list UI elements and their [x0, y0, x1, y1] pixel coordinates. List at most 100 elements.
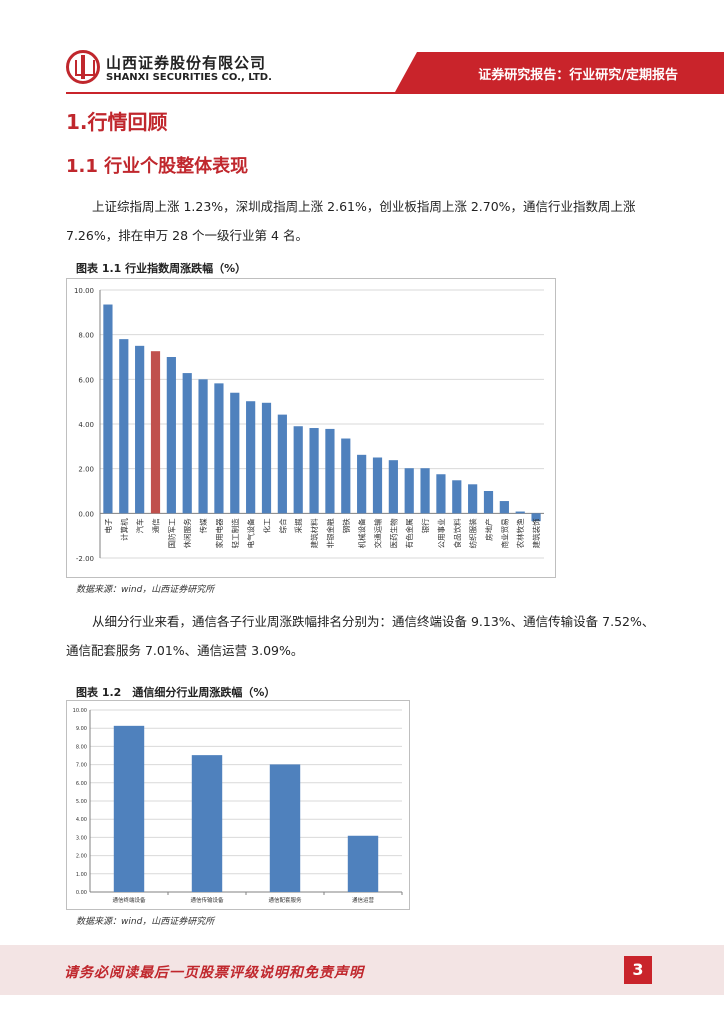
chart-2-y-tick-label: 6.00 [76, 781, 87, 787]
chart-1-frame [66, 278, 556, 578]
paragraph-market-summary: 上证综指周上涨 1.23%，深圳成指周上涨 2.61%，创业板指周上涨 2.70… [66, 192, 666, 250]
chart-1-bar-20 [420, 468, 430, 514]
chart-1-x-tick-label: 食品饮料 [452, 518, 462, 548]
chart-1-x-tick-label: 电气设备 [246, 518, 256, 548]
chart-1-x-tick-label: 家用电器 [214, 518, 224, 548]
chart-2-x-tick-label: 通信传输设备 [190, 896, 224, 904]
chart-2-x-tick-label: 通信配套服务 [268, 896, 302, 904]
chart-1-bar-0 [103, 304, 113, 514]
chart-2-y-tick-label: 3.00 [76, 835, 87, 841]
chart-1-bar-23 [468, 484, 478, 514]
chart-1-x-tick-label: 汽车 [135, 518, 145, 533]
chart-1-x-tick-label: 通信 [151, 518, 161, 533]
chart-1-x-tick-label: 纺织服装 [468, 518, 478, 548]
chart-1-bar-1 [119, 339, 129, 514]
chart-1-y-tick-label: 0.00 [78, 510, 94, 518]
chart-2-y-tick-label: 5.00 [76, 799, 87, 805]
page-number: 3 [624, 956, 652, 984]
chart-2-y-tick-label: 10.00 [73, 708, 87, 714]
chart-1-bar-2 [135, 345, 145, 514]
chart-1-x-tick-label: 采掘 [293, 518, 303, 533]
chart-2-y-tick-label: 7.00 [76, 763, 87, 769]
chart-1-bar-7 [214, 383, 224, 514]
chart-1-bar-21 [436, 474, 446, 514]
chart-2-y-tick-label: 9.00 [76, 726, 87, 732]
chart-1-x-tick-label: 传媒 [198, 518, 208, 533]
chart-1-bar-13 [309, 428, 319, 514]
figure-1-title: 图表 1.1 行业指数周涨跌幅（%） [76, 262, 247, 275]
chart-1-x-tick-label: 公用事业 [436, 518, 446, 548]
chart-2-y-tick-label: 8.00 [76, 744, 87, 750]
paragraph-subindustry: 从细分行业来看，通信各子行业周涨跌幅排名分别为：通信终端设备 9.13%、通信传… [66, 607, 666, 665]
footer-band [0, 945, 724, 995]
chart-2-x-tick-label: 通信终端设备 [112, 896, 146, 904]
chart-1-x-tick-label: 轻工制造 [230, 518, 240, 548]
chart-1-x-tick-label: 电子 [103, 518, 113, 533]
chart-1-bar-24 [483, 491, 494, 514]
chart-2-y-tick-label: 4.00 [76, 817, 87, 823]
chart-1-bar-19 [404, 468, 414, 514]
chart-1-bar-9 [246, 401, 256, 514]
subsection-heading: 1.1 行业个股整体表现 [66, 156, 249, 177]
chart-2-bar-0 [113, 725, 145, 892]
chart-1-x-tick-label: 交通运输 [373, 518, 383, 548]
chart-1-bar-17 [372, 457, 383, 514]
chart-1-bar-8 [230, 392, 240, 514]
chart-1-y-tick-label: 8.00 [78, 332, 94, 340]
chart-1-x-tick-label: 计算机 [119, 518, 129, 541]
chart-1-bar-14 [325, 428, 335, 514]
chart-1-bar-5 [182, 373, 192, 514]
chart-1-x-tick-label: 商业贸易 [499, 518, 509, 548]
chart-1-y-tick-label: 4.00 [78, 421, 94, 429]
chart-1-bar-22 [452, 480, 462, 514]
chart-1-bar-18 [388, 460, 398, 514]
chart-1-x-tick-label: 钢铁 [341, 518, 351, 533]
chart-2-y-tick-label: 1.00 [76, 872, 87, 878]
chart-1-y-tick-label: 6.00 [78, 376, 94, 384]
industry-weekly-change-chart: 10.00 8.00 6.00 4.00 2.00 0.00 -2.00 电子 计算机 汽车 通信国… [66, 278, 556, 578]
chart-2-y-tick-label: 2.00 [76, 854, 87, 860]
chart-2-bar-2 [269, 764, 301, 892]
company-logo-icon [66, 50, 100, 84]
chart-1-x-tick-label: 国防军工 [166, 518, 176, 548]
chart-1-y-tick-label: 2.00 [78, 466, 94, 474]
chart-2-y-tick-label: 0.00 [76, 890, 87, 896]
chart-1-y-tick-label: -2.00 [76, 555, 94, 563]
company-name-cn: 山西证券股份有限公司 [106, 54, 267, 72]
footer-disclaimer: 请务必阅读最后一页股票评级说明和免责声明 [64, 965, 364, 981]
chart-1-x-tick-label: 医药生物 [388, 518, 398, 548]
report-type: 证券研究报告：行业研究/定期报告 [478, 68, 678, 83]
chart-2-bar-3 [347, 835, 379, 892]
chart-1-x-tick-label: 银行 [420, 518, 430, 533]
header-divider [66, 92, 724, 94]
company-name-en: SHANXI SECURITIES CO., LTD. [106, 72, 272, 83]
chart-1-bar-16 [357, 454, 367, 514]
chart-1-bar-27 [531, 513, 541, 522]
chart-1-x-tick-label: 建筑装饰 [531, 518, 541, 548]
paragraph-2-text: 从细分行业来看，通信各子行业周涨跌幅排名分别为：通信终端设备 9.13%、通信传… [66, 614, 655, 658]
header-band [395, 52, 724, 92]
chart-1-bar-25 [499, 501, 509, 514]
chart-1-x-tick-label: 农林牧渔 [515, 518, 525, 548]
paragraph-1-text: 上证综指周上涨 1.23%，深圳成指周上涨 2.61%，创业板指周上涨 2.70… [66, 199, 636, 243]
chart-1-bar-3 [150, 351, 161, 514]
chart-2-bar-1 [191, 755, 223, 892]
chart-1-x-tick-label: 机械设备 [357, 518, 367, 548]
chart-1-bar-11 [277, 414, 287, 514]
chart-1-bar-4 [166, 357, 176, 514]
chart-1-y-tick-label: 10.00 [74, 287, 94, 295]
chart-1-x-tick-label: 建筑材料 [309, 518, 319, 548]
chart-1-bar-6 [198, 379, 208, 514]
chart-1-x-tick-label: 有色金属 [404, 518, 414, 548]
chart-1-x-tick-label: 房地产 [484, 518, 494, 541]
section-heading: 1.行情回顾 [66, 110, 168, 134]
chart-1-x-tick-label: 化工 [262, 518, 272, 533]
telecom-subindustry-chart: 10.00 9.00 8.00 7.00 6.00 5.00 4.00 3.00 2.00 1.0… [66, 700, 410, 910]
chart-1-x-tick-label: 休闲服务 [182, 518, 192, 548]
chart-1-x-tick-label: 综合 [277, 518, 287, 533]
figure-1-source: 数据来源：wind，山西证券研究所 [76, 585, 215, 595]
chart-1-bar-26 [515, 511, 525, 514]
chart-1-bar-15 [341, 438, 351, 514]
chart-1-x-tick-label: 非银金融 [325, 518, 335, 548]
figure-2-title: 图表 1.2 通信细分行业周涨跌幅（%） [76, 686, 276, 699]
